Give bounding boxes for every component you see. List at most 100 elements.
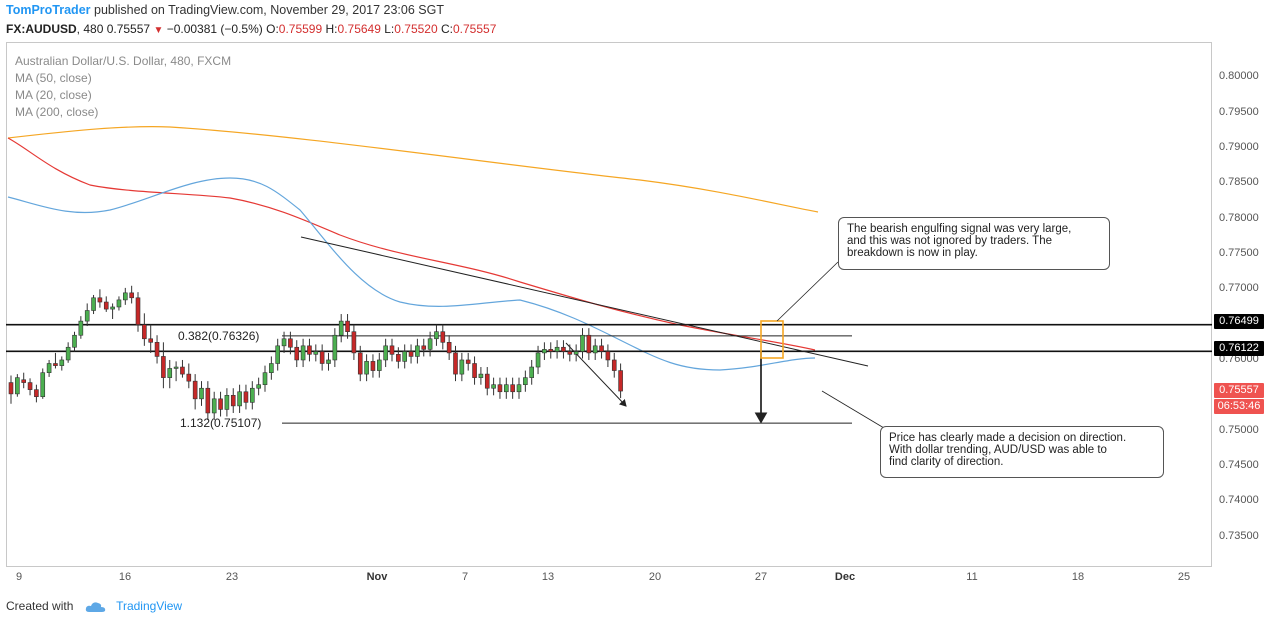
price-change: −0.00381 (−0.5%) bbox=[166, 22, 263, 36]
symbol: FX:AUDUSD bbox=[6, 22, 77, 36]
candle bbox=[173, 361, 179, 382]
candle bbox=[370, 354, 376, 378]
candle-body bbox=[262, 372, 268, 385]
candle bbox=[103, 296, 109, 312]
legend-ma200[interactable]: MA (200, close) bbox=[15, 105, 99, 119]
fib-1132-label: 1.132(0.75107) bbox=[180, 416, 262, 430]
candle bbox=[192, 374, 198, 410]
candle bbox=[611, 352, 617, 378]
y-tick-label: 0.78000 bbox=[1219, 211, 1259, 224]
candle bbox=[383, 338, 388, 368]
tradingview-cloud-icon bbox=[85, 602, 105, 612]
candle-body bbox=[154, 342, 160, 357]
candle-body bbox=[332, 334, 338, 361]
x-tick-label: 23 bbox=[225, 571, 239, 583]
tradingview-link[interactable]: TradingView bbox=[116, 599, 183, 613]
y-tick-label: 0.74500 bbox=[1219, 458, 1259, 471]
candle bbox=[167, 359, 173, 389]
candle-body bbox=[421, 345, 427, 350]
candle-body bbox=[116, 299, 122, 308]
candle bbox=[408, 344, 414, 364]
candle bbox=[230, 388, 236, 413]
candle bbox=[542, 342, 547, 360]
candle bbox=[154, 335, 160, 364]
candle-body bbox=[383, 345, 388, 361]
candle bbox=[27, 378, 33, 396]
candle bbox=[129, 285, 134, 304]
candle-body bbox=[548, 349, 554, 352]
candle-body bbox=[611, 359, 617, 371]
candle-body bbox=[376, 359, 382, 371]
publish-info: TomProTrader published on TradingView.co… bbox=[6, 3, 444, 17]
callout-line bbox=[776, 261, 839, 322]
candle-body bbox=[523, 377, 528, 385]
candle bbox=[269, 356, 274, 380]
chart-pane[interactable] bbox=[6, 42, 1212, 567]
candle bbox=[288, 331, 293, 355]
candle-body bbox=[351, 331, 357, 354]
candle-body bbox=[84, 310, 90, 322]
candle-body bbox=[580, 334, 585, 352]
candle-body bbox=[516, 384, 522, 393]
x-tick-label: 16 bbox=[118, 571, 132, 583]
legend-ma50[interactable]: MA (50, close) bbox=[15, 71, 92, 85]
candle-body bbox=[542, 349, 547, 354]
candle-body bbox=[167, 368, 173, 378]
candle-body bbox=[300, 345, 306, 361]
author-link[interactable]: TomProTrader bbox=[6, 3, 91, 17]
candle-body bbox=[211, 398, 217, 414]
y-tick-label: 0.79000 bbox=[1219, 140, 1259, 153]
note2-line: With dollar trending, AUD/USD was able t… bbox=[889, 444, 1107, 456]
y-tick-label: 0.77500 bbox=[1219, 246, 1259, 259]
candle-body bbox=[256, 384, 261, 389]
candle bbox=[211, 391, 217, 421]
note1-line: breakdown is now in play. bbox=[847, 247, 978, 259]
candle bbox=[8, 375, 14, 404]
legend-title: Australian Dollar/U.S. Dollar, 480, FXCM bbox=[15, 54, 232, 68]
candle bbox=[319, 344, 325, 371]
legend-ma20[interactable]: MA (20, close) bbox=[15, 88, 92, 102]
candle bbox=[510, 377, 515, 399]
candle-body bbox=[8, 382, 14, 395]
candle-body bbox=[34, 389, 39, 398]
candle-body bbox=[478, 373, 484, 378]
candle bbox=[345, 314, 350, 339]
candle bbox=[599, 338, 604, 359]
candle bbox=[72, 331, 77, 352]
candle-body bbox=[573, 351, 579, 355]
note-bearish-engulfing[interactable]: The bearish engulfing signal was very la… bbox=[838, 217, 1110, 270]
candle bbox=[78, 316, 84, 339]
note-price-decision[interactable]: Price has clearly made a decision on dir… bbox=[880, 426, 1164, 478]
candle bbox=[243, 384, 249, 410]
candle-body bbox=[91, 297, 96, 311]
candle bbox=[415, 338, 420, 364]
ma50-line bbox=[7, 137, 816, 351]
candle bbox=[618, 363, 623, 399]
candle bbox=[250, 381, 255, 410]
candle bbox=[110, 303, 115, 319]
candle bbox=[338, 314, 344, 343]
candle-body bbox=[161, 356, 166, 378]
candle-body bbox=[459, 359, 465, 375]
footer: Created with TradingView bbox=[6, 599, 182, 613]
candle-body bbox=[180, 366, 185, 375]
candle-body bbox=[561, 346, 566, 352]
candle bbox=[523, 370, 528, 392]
candle-body bbox=[129, 292, 134, 299]
candle bbox=[554, 340, 560, 359]
candle-body bbox=[186, 373, 192, 382]
candle bbox=[15, 374, 20, 397]
candle-body bbox=[338, 320, 344, 336]
candle-body bbox=[529, 366, 535, 378]
candle bbox=[453, 345, 458, 382]
last-price-label: 0.75557 bbox=[1214, 383, 1264, 398]
candle bbox=[142, 313, 147, 346]
candle-body bbox=[472, 363, 477, 378]
candle-body bbox=[72, 334, 77, 348]
candle bbox=[40, 368, 46, 399]
candle-body bbox=[453, 352, 458, 375]
x-tick-label: Dec bbox=[834, 571, 856, 583]
y-tick-label: 0.74000 bbox=[1219, 494, 1259, 507]
candle-body bbox=[605, 351, 611, 361]
candle-body bbox=[123, 292, 128, 301]
